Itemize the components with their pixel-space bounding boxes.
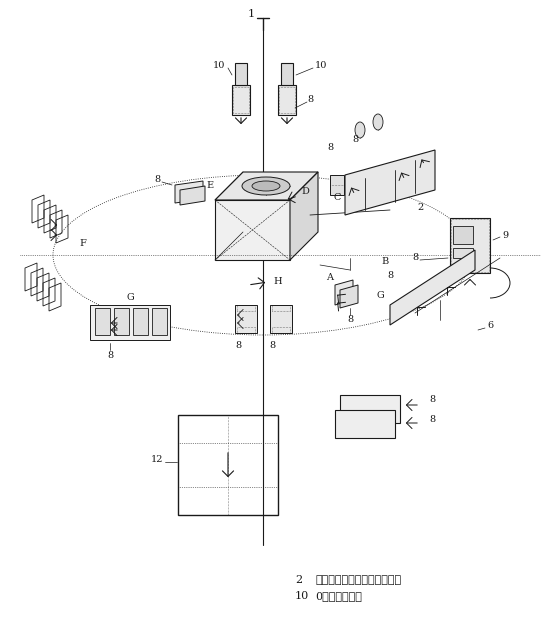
Bar [281, 63, 293, 85]
Bar [335, 410, 395, 438]
Ellipse shape [242, 177, 290, 195]
Text: 6: 6 [487, 321, 493, 329]
Text: H: H [274, 277, 282, 287]
Text: 1: 1 [247, 9, 255, 19]
Bar [235, 63, 247, 85]
Bar [279, 87, 295, 113]
Text: 8: 8 [352, 135, 358, 144]
Text: 8: 8 [307, 96, 313, 105]
Text: E: E [207, 181, 214, 190]
Text: A: A [327, 273, 333, 282]
Polygon shape [180, 186, 205, 205]
Text: G: G [376, 290, 384, 299]
Text: 2: 2 [295, 575, 302, 585]
Bar [278, 85, 296, 115]
Text: 8: 8 [327, 144, 333, 152]
Polygon shape [133, 308, 148, 335]
Polygon shape [90, 305, 170, 340]
Text: 9: 9 [502, 231, 508, 239]
Text: C: C [333, 193, 341, 202]
Text: 8: 8 [412, 253, 418, 263]
Text: 10: 10 [295, 591, 309, 601]
Text: G: G [126, 292, 134, 302]
Text: 8: 8 [429, 396, 435, 404]
Text: 10: 10 [213, 60, 225, 69]
Ellipse shape [355, 122, 365, 138]
Text: 2: 2 [417, 203, 423, 212]
Bar [270, 305, 292, 333]
Text: 回転体（ターンテーブル）: 回転体（ターンテーブル） [315, 575, 401, 585]
Text: D: D [301, 188, 309, 197]
Bar [272, 305, 290, 311]
Polygon shape [335, 280, 353, 305]
Bar [272, 327, 290, 333]
Polygon shape [215, 200, 290, 260]
Bar [232, 85, 250, 115]
Text: 8: 8 [347, 316, 353, 324]
Polygon shape [390, 250, 475, 325]
Polygon shape [340, 285, 358, 308]
Polygon shape [152, 308, 167, 335]
Bar [451, 219, 489, 272]
Bar [235, 305, 257, 333]
Text: F: F [79, 239, 87, 248]
Polygon shape [345, 150, 435, 215]
Text: 8: 8 [154, 176, 160, 185]
Ellipse shape [252, 181, 280, 191]
Text: 8: 8 [429, 416, 435, 425]
Polygon shape [114, 308, 129, 335]
Bar [340, 395, 400, 423]
Bar [330, 175, 344, 195]
Bar [237, 327, 255, 333]
Bar [237, 305, 255, 311]
Text: B: B [381, 258, 388, 266]
Text: 0　充塊ノズル: 0 充塊ノズル [315, 591, 362, 601]
Text: 8: 8 [235, 340, 241, 350]
Polygon shape [175, 181, 203, 203]
Polygon shape [290, 172, 318, 260]
Text: 8: 8 [387, 270, 393, 280]
Polygon shape [95, 308, 110, 335]
Text: 10: 10 [315, 60, 327, 69]
Bar [450, 218, 490, 273]
Bar [453, 226, 473, 244]
Ellipse shape [373, 114, 383, 130]
Polygon shape [215, 172, 318, 200]
Text: 8: 8 [107, 350, 113, 360]
Text: 8: 8 [269, 340, 275, 350]
Text: 12: 12 [150, 455, 163, 464]
Bar [178, 415, 278, 515]
Bar [233, 87, 249, 113]
Bar [453, 248, 473, 258]
